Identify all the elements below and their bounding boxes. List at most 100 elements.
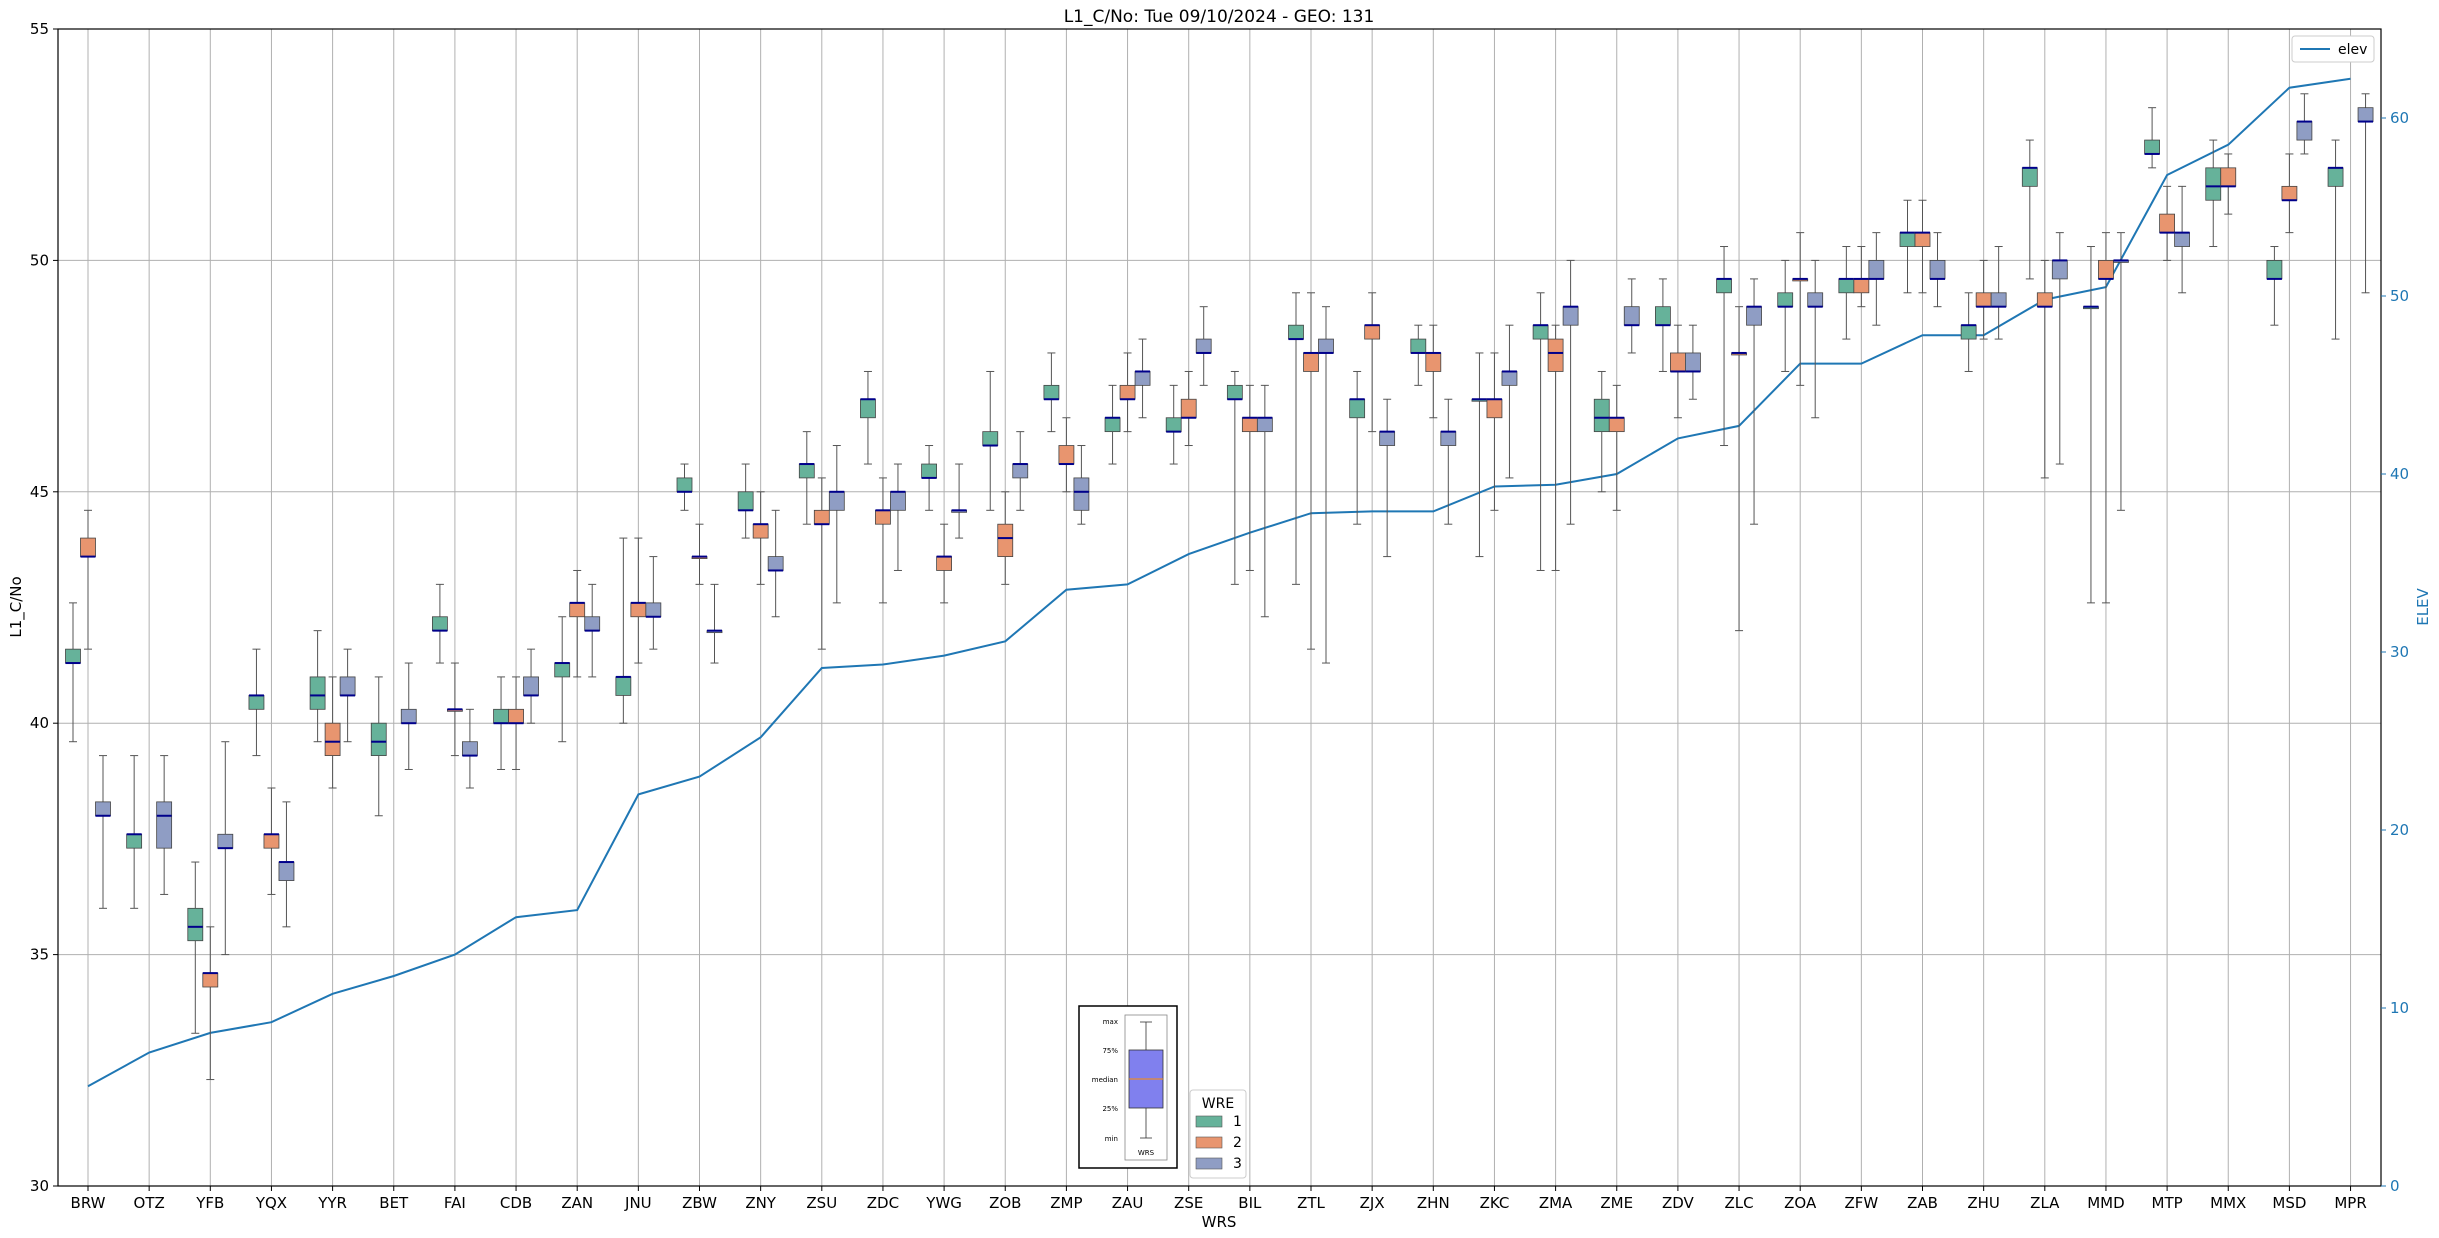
box-iqr [2296,121,2313,141]
x-tick-label: ZBW [682,1194,717,1212]
box-iqr [1349,398,1366,419]
box-ZDV-wre1 [1655,278,1671,372]
x-tick-label: ZAB [1907,1194,1938,1212]
box-ZBW-wre3 [706,583,723,664]
y-right-tick-label: 60 [2390,109,2409,127]
y-tick-label: 50 [30,251,49,269]
box-ZSE-wre2 [1180,370,1197,447]
x-tick-label: ZOB [989,1194,1021,1212]
y-right-tick-label: 10 [2390,999,2409,1017]
box-CDB-wre3 [523,648,539,724]
box-ZBW-wre1 [676,463,693,511]
box-ZAB-wre2 [1914,199,1931,294]
box-iqr [2144,139,2161,155]
box-ZBW-wre2 [691,523,708,585]
box-iqr [554,662,571,678]
box-JNU-wre3 [645,556,662,650]
box-iqr [2220,167,2237,187]
box-YQX-wre3 [278,801,295,928]
box-iqr [1547,338,1564,372]
box-ZNY-wre2 [752,491,769,585]
box-BIL-wre2 [1241,384,1258,571]
box-iqr [2051,259,2068,280]
box-iqr [2174,232,2191,247]
x-tick-label: ZTL [1297,1194,1325,1212]
x-tick-label: MMD [2087,1194,2124,1212]
box-ZSU-wre3 [828,445,845,604]
box-iqr [65,648,81,664]
box-ZSE-wre1 [1165,384,1182,465]
box-iqr [569,602,586,618]
box-iqr [737,491,754,511]
box-ZFW-wre3 [1868,232,1885,326]
box-iqr [1195,338,1212,354]
box-iqr [1303,352,1319,372]
wre-legend-swatch-3 [1195,1157,1223,1170]
box-iqr [1486,398,1503,419]
box-iqr [248,695,265,710]
chart-title: L1_C/No: Tue 09/10/2024 - GEO: 131 [1064,7,1375,27]
box-YQX-wre2 [263,787,280,895]
box-ZLC-wre2 [1731,306,1747,632]
box-iqr [1608,417,1625,433]
x-tick-label: ZDV [1662,1194,1695,1212]
y-right-tick-label: 30 [2390,643,2409,661]
box-iqr [1288,324,1304,340]
box-YYR-wre2 [324,676,341,789]
box-iqr [263,833,280,849]
box-iqr [767,556,784,571]
box-iqr [2205,167,2222,201]
x-tick-label: YWG [925,1194,962,1212]
inset-caption: WRS [1138,1149,1155,1157]
box-CDB-wre2 [508,676,524,770]
box-BRW-wre3 [95,755,111,909]
box-iqr [1716,278,1732,294]
box-YWG-wre3 [951,463,967,539]
box-ZMP-wre1 [1043,352,1060,433]
box-iqr [126,833,143,849]
box-iqr [1073,477,1090,511]
box-iqr [1043,384,1060,400]
box-YFB-wre2 [202,926,219,1081]
boxplot-key-inset: max 75% median 25% min WRS [1078,1005,1178,1169]
box-ZME-wre3 [1623,278,1640,354]
box-iqr [370,722,387,756]
x-tick-label: MTP [2152,1194,2183,1212]
box-iqr [1562,306,1579,326]
box-CDB-wre1 [493,676,509,770]
x-axis-title: WRS [1202,1213,1237,1231]
wre-legend-swatch-2 [1195,1136,1223,1149]
box-ZLC-wre1 [1716,246,1732,447]
wre-legend: WRE 1 2 3 [1189,1089,1247,1179]
box-ZJX-wre2 [1364,292,1381,433]
box-iqr [1119,384,1136,400]
box-ZOA-wre1 [1777,259,1794,372]
x-tick-label: ZLC [1724,1194,1753,1212]
box-iqr [1440,431,1457,446]
y-axis-right-title: ELEV [2414,587,2432,625]
inset-label-min: min [1105,1135,1118,1143]
elev-legend: elev [2291,35,2375,63]
box-ZDV-wre3 [1685,324,1701,400]
x-tick-label: FAI [444,1194,466,1212]
box-iqr [798,463,815,479]
box-ZMA-wre3 [1562,259,1579,525]
x-tick-label: ZHN [1417,1194,1450,1212]
box-ZKC-wre1 [1471,352,1488,558]
box-MMD-wre2 [2098,232,2114,604]
box-iqr [1134,371,1151,386]
box-MMD-wre1 [2083,246,2099,604]
box-ZSU-wre2 [813,477,830,650]
inset-label-max: max [1103,1018,1118,1026]
box-iqr [1914,232,1931,247]
box-iqr [1746,306,1762,326]
plot-frame [57,28,2382,1187]
y-right-tick-label: 50 [2390,287,2409,305]
box-iqr [1838,278,1855,294]
box-ZJX-wre3 [1379,398,1396,558]
box-ZHN-wre3 [1440,398,1457,525]
y-tick-label: 30 [30,1177,49,1195]
inset-label-q1: 25% [1102,1105,1118,1113]
box-YFB-wre3 [217,741,234,956]
